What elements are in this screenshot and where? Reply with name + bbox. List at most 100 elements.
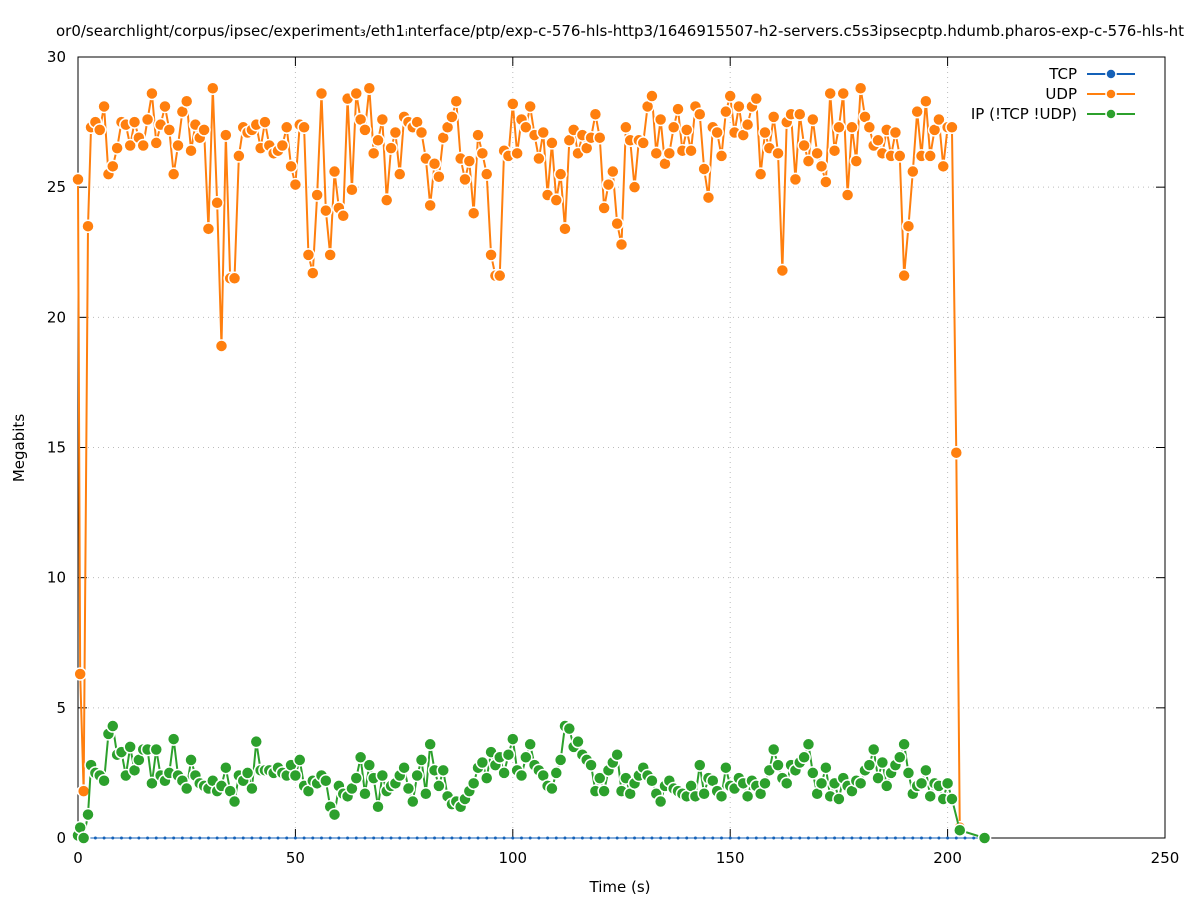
data-point: [772, 836, 776, 840]
data-point: [476, 836, 480, 840]
x-tick-label: 250: [1151, 849, 1180, 867]
data-point: [250, 836, 254, 840]
data-point: [288, 768, 303, 783]
data-point: [279, 120, 294, 135]
data-point: [106, 159, 120, 174]
data-point: [859, 836, 863, 840]
data-point: [276, 836, 280, 840]
data-point: [249, 734, 264, 749]
data-point: [414, 753, 429, 767]
data-point: [662, 146, 677, 161]
data-point: [740, 789, 755, 804]
data-point: [833, 836, 837, 840]
data-point: [419, 786, 433, 801]
data-point: [554, 836, 558, 840]
data-point: [145, 86, 159, 101]
legend-label: UDP: [1045, 85, 1077, 103]
y-tick-label: 5: [56, 699, 66, 717]
data-point: [284, 159, 298, 174]
data-point: [610, 747, 624, 762]
y-tick-label: 25: [47, 178, 66, 196]
data-point: [327, 807, 342, 822]
data-point: [906, 164, 920, 179]
data-point: [349, 771, 364, 785]
data-point: [363, 836, 367, 840]
data-point: [354, 836, 358, 840]
data-point: [588, 107, 603, 122]
data-point: [158, 99, 172, 114]
data-point: [827, 143, 842, 158]
series: [76, 836, 984, 840]
data-point: [267, 836, 271, 840]
data-point: [714, 149, 729, 163]
data-point: [897, 268, 911, 283]
data-point: [436, 763, 450, 778]
data-point: [523, 737, 537, 752]
data-point: [749, 91, 764, 106]
data-point: [519, 750, 533, 765]
data-point: [866, 742, 881, 757]
data-point: [71, 172, 85, 187]
data-point: [867, 836, 871, 840]
data-point: [532, 151, 546, 166]
data-point: [832, 120, 846, 135]
data-point: [319, 773, 333, 788]
data-point: [806, 112, 820, 127]
y-tick-label: 10: [47, 569, 66, 587]
data-point: [450, 836, 454, 840]
legend-marker: [1105, 88, 1117, 100]
data-point: [184, 753, 198, 767]
data-point: [401, 781, 416, 796]
data-point: [406, 836, 410, 840]
data-point: [301, 248, 316, 262]
data-point: [137, 836, 141, 840]
data-point: [888, 125, 903, 140]
data-point: [732, 99, 746, 114]
data-point: [801, 737, 816, 752]
data-point: [393, 167, 407, 181]
x-tick-label: 200: [933, 849, 962, 867]
data-point: [946, 836, 950, 840]
data-point: [814, 159, 829, 174]
data-point: [593, 771, 607, 785]
data-point: [758, 776, 772, 791]
data-point: [233, 836, 237, 840]
data-point: [840, 188, 855, 202]
data-point: [366, 146, 381, 161]
data-point: [149, 742, 164, 757]
data-point: [423, 198, 437, 213]
data-point: [163, 836, 167, 840]
data-point: [467, 836, 471, 840]
data-point: [928, 836, 932, 840]
data-point: [506, 732, 520, 746]
data-point: [206, 836, 210, 840]
data-point: [398, 836, 402, 840]
data-point: [258, 115, 272, 129]
data-point: [845, 120, 859, 135]
data-point: [146, 836, 150, 840]
data-point: [753, 167, 768, 181]
data-point: [479, 167, 494, 181]
data-point: [358, 123, 372, 137]
data-point: [162, 123, 177, 137]
data-point: [719, 760, 733, 775]
data-point: [633, 836, 637, 840]
data-point: [793, 107, 807, 122]
data-point: [410, 768, 424, 783]
y-tick-label: 15: [47, 439, 66, 457]
data-point: [911, 836, 915, 840]
data-point: [723, 89, 737, 103]
data-point: [910, 104, 924, 119]
data-point: [219, 128, 233, 142]
data-point: [693, 836, 697, 840]
data-point: [679, 123, 694, 137]
data-point: [720, 836, 724, 840]
data-point: [319, 203, 333, 218]
data-point: [589, 836, 593, 840]
data-point: [766, 742, 781, 757]
data-point: [171, 138, 185, 153]
data-point: [789, 836, 793, 840]
data-point: [685, 836, 689, 840]
data-point: [853, 776, 868, 791]
